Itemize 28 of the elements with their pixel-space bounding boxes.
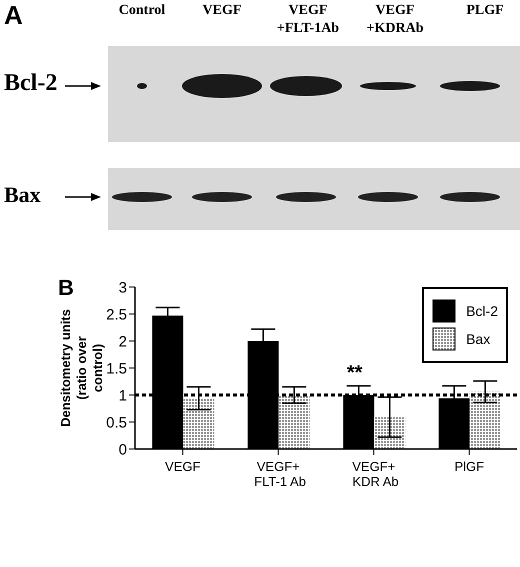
text: VEGF: [202, 2, 242, 20]
y-tick-label: 1.5: [106, 360, 127, 378]
y-tick-label: 0.5: [106, 414, 127, 432]
text: VEGF +FLT-1Ab: [276, 2, 340, 38]
legend-label: Bax: [466, 331, 490, 347]
text: VEGF +KDRAb: [366, 2, 424, 38]
y-tick-label: 1: [118, 387, 127, 404]
annotation: **: [346, 362, 363, 384]
y-tick-label: 3: [118, 279, 127, 296]
text: PLGF: [465, 2, 505, 20]
x-tick-label: VEGF+ FLT-1 Ab: [250, 459, 306, 489]
text: Bax: [4, 182, 41, 208]
text: Control: [118, 2, 166, 20]
y-tick-label: 2: [118, 333, 127, 350]
x-tick-label: VEGF: [165, 459, 200, 474]
text: B: [58, 275, 74, 301]
text: Bcl-2: [4, 70, 58, 97]
legend-label: Bcl-2: [466, 303, 498, 319]
bar: [374, 417, 406, 449]
bar: [278, 395, 310, 449]
text: A: [4, 0, 23, 31]
y-axis-title: Densitometry units (ratio over control): [58, 309, 105, 427]
bar: [470, 392, 501, 449]
y-tick-label: 0: [118, 441, 127, 458]
y-tick-label: 2.5: [106, 306, 127, 324]
bar: [183, 398, 214, 449]
x-tick-label: PlGF: [454, 459, 484, 474]
x-tick-label: VEGF+ KDR Ab: [348, 459, 399, 489]
